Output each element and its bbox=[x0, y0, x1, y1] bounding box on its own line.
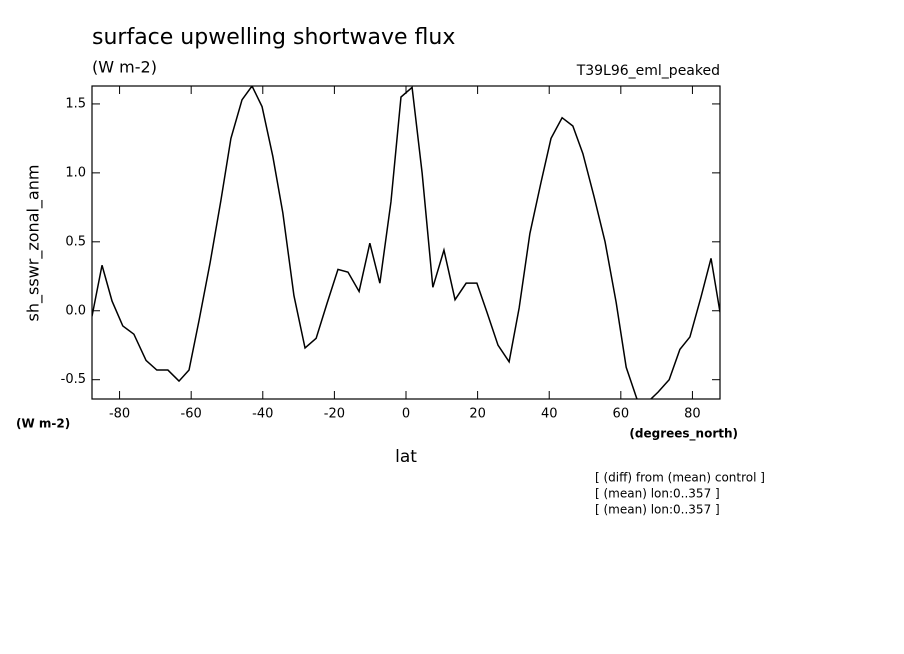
y-tick-label: 1.0 bbox=[65, 165, 86, 180]
x-tick-label: -40 bbox=[252, 407, 273, 422]
x-tick-label: -20 bbox=[324, 407, 345, 422]
plot-frame bbox=[91, 85, 721, 400]
x-tick-label: 20 bbox=[469, 407, 486, 422]
x-tick-label: 0 bbox=[402, 407, 410, 422]
y-tick-label: -0.5 bbox=[61, 372, 86, 387]
x-tick-label: 80 bbox=[684, 407, 701, 422]
data-line bbox=[92, 86, 720, 399]
x-units: (degrees_north) bbox=[629, 427, 738, 442]
y-tick-label: 0.0 bbox=[65, 303, 86, 318]
x-tick-label: -60 bbox=[181, 407, 202, 422]
subtitle: (W m-2) bbox=[92, 58, 157, 77]
y-units: (W m-2) bbox=[16, 417, 70, 431]
x-axis-label: lat bbox=[395, 447, 417, 467]
x-tick-label: -80 bbox=[109, 407, 130, 422]
x-tick-label: 60 bbox=[613, 407, 630, 422]
run-label: T39L96_eml_peaked bbox=[576, 63, 720, 79]
note: [ (mean) lon:0..357 ] bbox=[595, 487, 720, 501]
y-tick-label: 1.5 bbox=[65, 96, 86, 111]
note: [ (diff) from (mean) control ] bbox=[595, 471, 765, 485]
chart-title: surface upwelling shortwave flux bbox=[92, 25, 455, 50]
y-axis-label: sh_sswr_zonal_anm bbox=[24, 165, 44, 322]
y-tick-label: 0.5 bbox=[65, 234, 86, 249]
x-tick-label: 40 bbox=[541, 407, 558, 422]
note: [ (mean) lon:0..357 ] bbox=[595, 503, 720, 517]
